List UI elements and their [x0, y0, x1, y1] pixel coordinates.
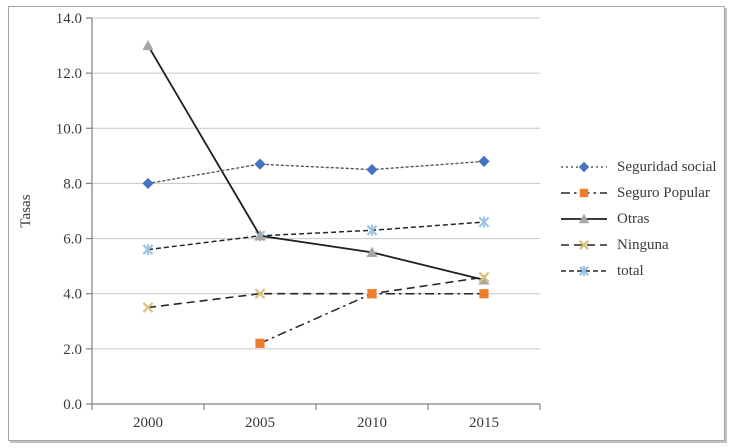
- total-x-star-icon: [561, 265, 607, 277]
- x-tick-label: 2015: [469, 415, 499, 431]
- legend-label: Seguridad social: [617, 159, 717, 175]
- y-tick-label: 2.0: [63, 342, 82, 358]
- y-tick-label: 4.0: [63, 287, 82, 303]
- y-tick-label: 6.0: [63, 232, 82, 248]
- y-tick-label: 12.0: [56, 66, 82, 82]
- seguridad-social-diamond-icon: [561, 161, 607, 173]
- y-tick-label: 8.0: [63, 176, 82, 192]
- legend-item-seguro-popular: Seguro Popular: [560, 185, 717, 201]
- legend-item-ninguna: Ninguna: [560, 237, 717, 253]
- series-ninguna: [142, 271, 490, 313]
- series-seguro-popular: [255, 289, 489, 348]
- legend-label: total: [617, 263, 644, 279]
- series-seguridad-social: [142, 155, 490, 190]
- y-tick-label: 14.0: [56, 11, 82, 27]
- series-total: [142, 216, 490, 256]
- legend-label: Ninguna: [617, 237, 669, 253]
- legend-item-otras: Otras: [560, 211, 717, 227]
- legend-label: Otras: [617, 211, 650, 227]
- data-series: [142, 39, 490, 348]
- seguro-popular-square-icon: [561, 188, 607, 198]
- y-axis-title: Tasas: [18, 194, 34, 227]
- legend-item-total: total: [560, 263, 717, 279]
- y-tick-label: 0.0: [63, 397, 82, 413]
- y-tick-label: 10.0: [56, 121, 82, 137]
- x-tick-label: 2005: [245, 415, 275, 431]
- ninguna-x-icon: [561, 239, 607, 251]
- figure-border: [8, 6, 725, 441]
- legend: Seguridad social Seguro Popular Otras Ningu…: [560, 159, 717, 289]
- x-tick-label: 2000: [133, 415, 163, 431]
- series-otras: [142, 39, 490, 285]
- legend-label: Seguro Popular: [617, 185, 710, 201]
- gridlines: [92, 17, 540, 350]
- otras-triangle-icon: [561, 213, 607, 224]
- x-tick-label: 2010: [357, 415, 387, 431]
- legend-item-seguridad-social: Seguridad social: [560, 159, 717, 175]
- axes: 0.0 2.0 4.0 6.0 8.0 10.0 12.0 14.0 2000 2005 2010 2…: [56, 11, 541, 431]
